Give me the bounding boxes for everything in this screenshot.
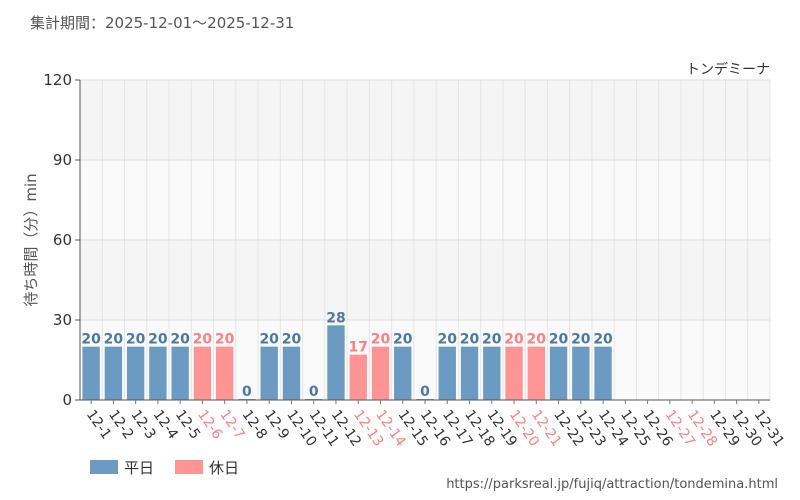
value-label-12-11: 0 [309, 384, 319, 400]
value-label-12-3: 20 [126, 332, 146, 348]
bar-12-6 [193, 346, 212, 400]
attraction-title: トンデミーナ [686, 61, 770, 78]
plot-band [80, 160, 770, 240]
legend-label-holiday: 休日 [209, 459, 239, 477]
legend-swatch-weekday [90, 460, 118, 474]
value-label-12-21: 20 [527, 332, 547, 348]
value-label-12-2: 20 [104, 332, 124, 348]
value-label-12-10: 20 [282, 332, 302, 348]
y-tick-label-0: 0 [62, 391, 72, 409]
period-label: 集計期間：2025-12-01～2025-12-31 [30, 14, 294, 32]
bar-12-3 [126, 346, 145, 400]
bar-12-20 [505, 346, 523, 400]
value-label-12-19: 20 [482, 332, 502, 348]
value-label-12-13: 17 [348, 340, 367, 356]
value-label-12-18: 20 [460, 332, 480, 348]
value-label-12-9: 20 [259, 332, 279, 348]
bar-12-1 [82, 346, 100, 400]
bar-12-19 [483, 346, 501, 400]
plot-band [80, 240, 770, 320]
value-label-12-20: 20 [504, 332, 524, 348]
bar-12-7 [215, 346, 234, 400]
value-label-12-14: 20 [371, 332, 391, 348]
bar-12-15 [394, 346, 412, 400]
y-tick-label-120: 120 [43, 71, 72, 89]
bar-12-14 [371, 346, 390, 400]
y-axis-ticks: 0 30 60 90 120 [43, 71, 80, 409]
value-label-12-4: 20 [148, 332, 168, 348]
plot-band [80, 80, 770, 160]
bar-12-22 [549, 346, 568, 400]
bar-series [82, 325, 612, 400]
source-url: https://parksreal.jp/fujiq/attraction/to… [446, 477, 778, 492]
value-label-12-22: 20 [549, 332, 569, 348]
value-label-12-16: 0 [420, 384, 430, 400]
bar-12-5 [171, 346, 189, 400]
y-tick-label-60: 60 [53, 231, 72, 249]
value-label-12-5: 20 [170, 332, 190, 348]
bar-12-2 [104, 346, 123, 400]
value-label-12-6: 20 [193, 332, 213, 348]
bar-12-13 [349, 354, 367, 400]
value-label-12-12: 28 [326, 310, 345, 326]
y-tick-label-30: 30 [53, 311, 72, 329]
legend-label-weekday: 平日 [124, 459, 154, 477]
value-label-12-7: 20 [215, 332, 235, 348]
legend: 平日 休日 [90, 459, 239, 477]
value-label-12-8: 0 [242, 384, 252, 400]
bar-12-18 [460, 346, 479, 400]
bar-12-10 [282, 346, 301, 400]
y-axis-label: 待ち時間（分）min [22, 173, 40, 306]
bar-12-21 [527, 346, 545, 400]
plot-background [80, 80, 770, 400]
value-label-12-15: 20 [393, 332, 413, 348]
legend-swatch-holiday [175, 460, 203, 474]
value-label-12-23: 20 [571, 332, 591, 348]
bar-12-23 [572, 346, 590, 400]
y-tick-label-90: 90 [53, 151, 72, 169]
value-label-12-24: 20 [593, 332, 613, 348]
value-label-12-17: 20 [438, 332, 458, 348]
x-axis-ticks: 12-112-212-312-412-512-612-712-812-912-1… [83, 400, 787, 450]
value-label-12-1: 20 [81, 332, 101, 348]
bar-12-24 [594, 346, 612, 400]
bar-12-9 [260, 346, 278, 400]
bar-12-12 [327, 325, 345, 400]
bar-12-4 [149, 346, 167, 400]
bar-12-17 [438, 346, 456, 400]
